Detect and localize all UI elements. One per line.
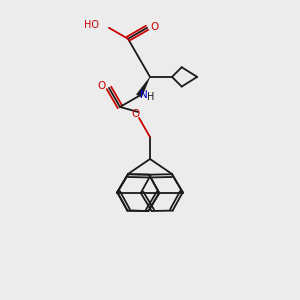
Text: O: O [132, 109, 140, 119]
Text: H: H [147, 92, 155, 102]
Text: O: O [98, 81, 106, 91]
Text: HO: HO [84, 20, 99, 30]
Polygon shape [136, 77, 150, 98]
Text: N: N [140, 90, 148, 100]
Text: O: O [150, 22, 158, 32]
